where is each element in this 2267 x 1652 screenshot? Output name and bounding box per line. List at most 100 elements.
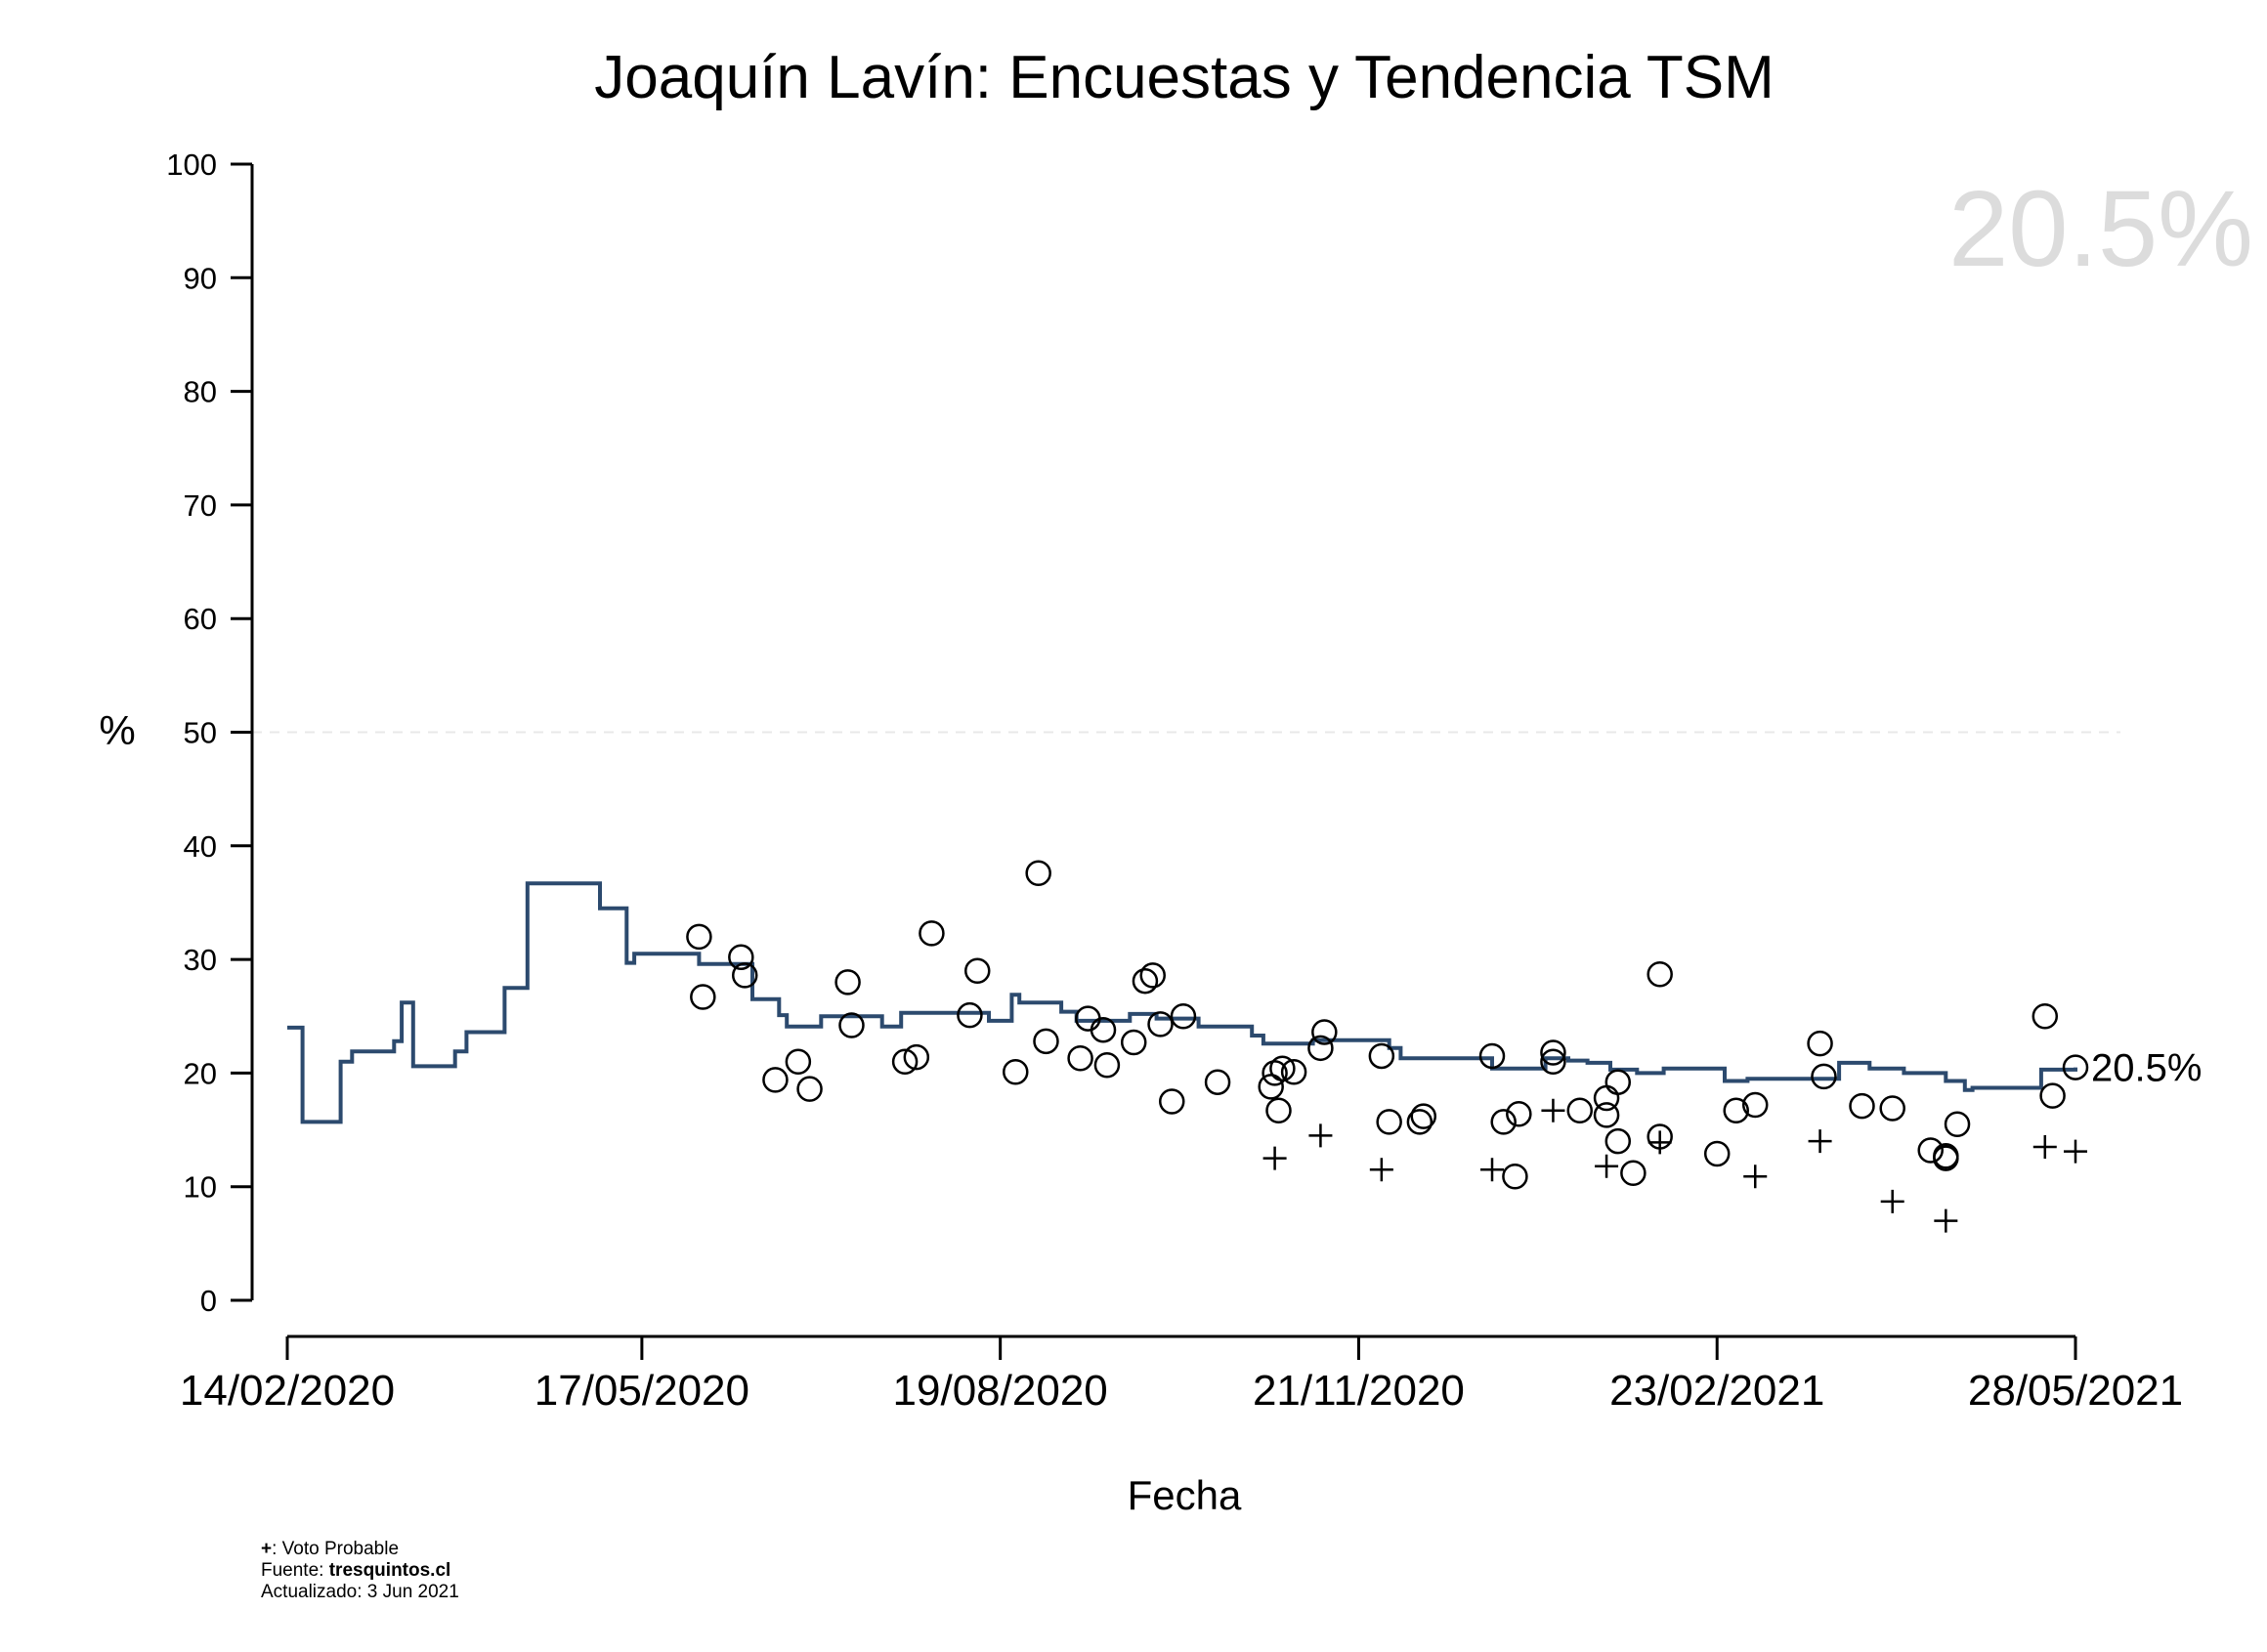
- poll-point: [1406, 1109, 1433, 1135]
- poll-point: [1368, 1042, 1395, 1070]
- poll-point: [1811, 1063, 1837, 1090]
- poll-point: [728, 944, 754, 971]
- poll-point: [1917, 1137, 1944, 1164]
- footnote-updated: Actualizado: 3 Jun 2021: [261, 1582, 459, 1603]
- y-tick-label: 100: [166, 148, 217, 182]
- x-tick-label: 17/05/2020: [535, 1367, 749, 1415]
- points-layer: [686, 860, 2089, 1190]
- poll-point: [1120, 1029, 1147, 1056]
- voto-probable-point: [1541, 1098, 1565, 1123]
- voto-probable-point: [1480, 1158, 1505, 1182]
- poll-point: [1849, 1092, 1875, 1120]
- poll-point: [1204, 1069, 1231, 1095]
- voto-probable-point: [1595, 1154, 1619, 1178]
- voto-probable-point: [1369, 1158, 1393, 1182]
- y-axis-label: %: [99, 707, 135, 753]
- poll-point: [1540, 1048, 1566, 1076]
- x-tick-label: 14/02/2020: [180, 1367, 395, 1415]
- voto-probable-point: [2032, 1134, 2057, 1159]
- plus-layer: [1262, 1098, 2087, 1233]
- y-tick-label: 10: [184, 1170, 217, 1205]
- x-axis-label: Fecha: [1128, 1472, 1242, 1518]
- poll-point: [2039, 1082, 2066, 1109]
- chart-title: Joaquín Lavín: Encuestas y Tendencia TSM: [594, 44, 1774, 111]
- poll-point: [1566, 1097, 1594, 1124]
- poll-point: [731, 962, 758, 989]
- trend-step-line: [287, 881, 2077, 1124]
- voto-probable-point: [1308, 1123, 1333, 1148]
- voto-probable-point: [1934, 1208, 1958, 1233]
- y-tick-label: 40: [184, 829, 217, 864]
- y-tick-label: 20: [184, 1056, 217, 1090]
- poll-point: [690, 984, 716, 1010]
- poll-point: [1540, 1039, 1566, 1066]
- poll-point: [1502, 1163, 1528, 1190]
- footnote-source-label: Fuente:: [261, 1560, 329, 1581]
- poll-point: [1280, 1058, 1307, 1085]
- poll-point: [834, 969, 861, 995]
- poll-point: [1376, 1109, 1402, 1135]
- poll-point: [1478, 1042, 1506, 1070]
- footnote-source-link[interactable]: tresquintos.cl: [328, 1560, 451, 1581]
- poll-point: [957, 1001, 983, 1029]
- footnote-updated-text: Actualizado: 3 Jun 2021: [261, 1582, 459, 1602]
- poll-point: [1307, 1035, 1334, 1062]
- poll-point: [1933, 1143, 1959, 1169]
- voto-probable-point: [1262, 1146, 1287, 1170]
- poll-point: [1647, 960, 1673, 988]
- poll-point: [1033, 1028, 1059, 1055]
- voto-probable-point: [1880, 1189, 1904, 1213]
- trend-layer: [287, 881, 2077, 1124]
- poll-point: [1093, 1052, 1121, 1079]
- poll-point: [1269, 1055, 1296, 1081]
- poll-point: [1262, 1060, 1288, 1086]
- poll-point: [1410, 1103, 1437, 1129]
- poll-point: [838, 1012, 865, 1038]
- footnote-legend-text: : Voto Probable: [272, 1539, 400, 1559]
- poll-point: [1139, 962, 1166, 989]
- poll-point: [762, 1067, 789, 1093]
- x-tick-label: 23/02/2021: [1609, 1367, 1824, 1415]
- y-tick-label: 0: [200, 1284, 217, 1318]
- poll-point: [1003, 1058, 1029, 1085]
- poll-point: [785, 1048, 812, 1076]
- poll-point: [1620, 1160, 1647, 1186]
- voto-probable-point: [1743, 1165, 1768, 1189]
- poll-point: [1604, 1127, 1632, 1155]
- poll-point: [1265, 1097, 1292, 1124]
- poll-point: [1311, 1019, 1338, 1045]
- poll-point: [1879, 1095, 1905, 1122]
- footnote-legend: +: Voto Probable: [261, 1539, 399, 1560]
- poll-point: [686, 923, 712, 951]
- poll-point: [891, 1048, 919, 1076]
- y-tick-label: 30: [184, 943, 217, 977]
- poll-point: [1258, 1074, 1284, 1100]
- poll-point: [1025, 860, 1051, 886]
- y-tick-label: 80: [184, 375, 217, 409]
- axes: 0 10 20 30 40 50 60 70 80 90 100 14/02/2020 17/05/20…: [166, 148, 2183, 1415]
- poll-point: [1944, 1111, 1971, 1137]
- poll-point: [1170, 1003, 1197, 1030]
- voto-probable-point: [2064, 1139, 2087, 1164]
- poll-point: [1807, 1030, 1833, 1057]
- poll-point: [903, 1043, 930, 1071]
- poll-point: [963, 957, 991, 984]
- y-tick-label: 50: [184, 716, 217, 750]
- poll-point: [1723, 1097, 1749, 1124]
- poll-point: [796, 1076, 823, 1102]
- y-tick-label: 60: [184, 602, 217, 636]
- poll-point: [1147, 1011, 1174, 1038]
- footnote-source: Fuente: tresquintos.cl: [261, 1560, 450, 1582]
- voto-probable-point: [1647, 1130, 1672, 1155]
- poll-point: [1490, 1109, 1517, 1135]
- poll-point: [1067, 1045, 1093, 1072]
- x-tick-label: 28/05/2021: [1968, 1367, 2183, 1415]
- poll-point: [1741, 1091, 1769, 1119]
- y-tick-label: 90: [184, 261, 217, 295]
- poll-point: [1593, 1084, 1620, 1112]
- big-value-label: 20.5%: [1948, 169, 2253, 289]
- poll-point: [1506, 1101, 1532, 1127]
- voto-probable-point: [1808, 1129, 1832, 1154]
